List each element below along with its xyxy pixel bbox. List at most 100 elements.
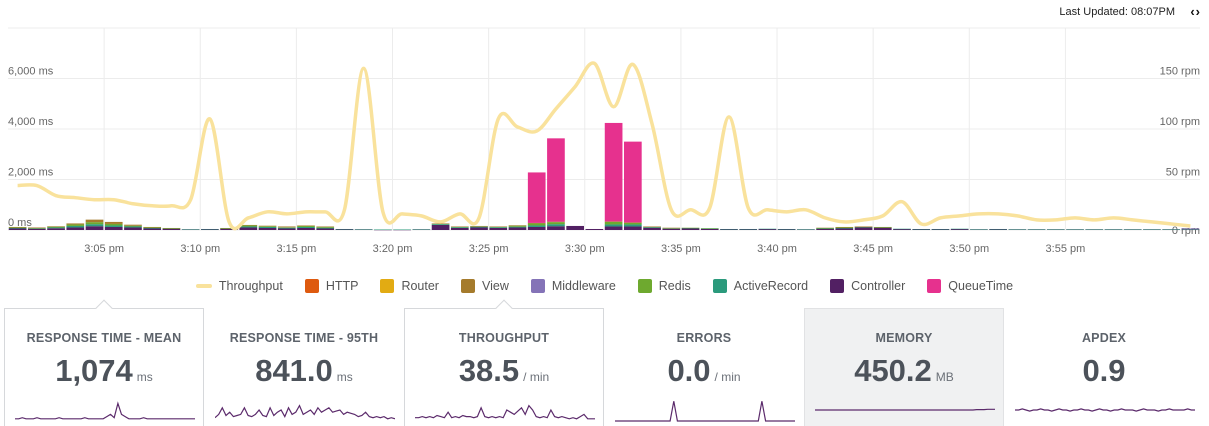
bar-segment-active-record[interactable]	[8, 227, 27, 229]
bar-segment-redis[interactable]	[162, 228, 181, 229]
bar-segment-view[interactable]	[27, 227, 46, 228]
legend-item-middleware[interactable]: Middleware	[530, 276, 616, 296]
bar-segment-active-record[interactable]	[1008, 229, 1027, 230]
bar-segment-active-record[interactable]	[27, 228, 46, 229]
bar-segment-controller[interactable]	[66, 227, 85, 230]
bar-segment-controller[interactable]	[1085, 229, 1104, 230]
bar-segment-active-record[interactable]	[739, 228, 758, 230]
bar-segment-controller[interactable]	[1162, 229, 1181, 230]
bar-segment-active-record[interactable]	[777, 228, 796, 230]
bar-segment-active-record[interactable]	[1181, 229, 1200, 230]
bar-segment-view[interactable]	[258, 225, 277, 227]
bar-segment-view[interactable]	[297, 225, 315, 226]
bar-segment-active-record[interactable]	[66, 225, 85, 228]
bar-segment-view[interactable]	[85, 219, 104, 223]
bar-segment-controller[interactable]	[950, 228, 969, 230]
bar-segment-view[interactable]	[450, 226, 469, 227]
bar-segment-controller[interactable]	[277, 228, 296, 230]
bar-segment-controller[interactable]	[354, 229, 373, 230]
metric-card-apdex[interactable]: APDEX 0.9	[1004, 308, 1204, 426]
bar-segment-controller[interactable]	[681, 228, 700, 230]
bar-segment-redis[interactable]	[143, 227, 162, 228]
bar-segment-active-record[interactable]	[508, 226, 527, 228]
bar-segment-controller[interactable]	[1123, 229, 1142, 230]
bar-segment-redis[interactable]	[450, 226, 469, 228]
bar-segment-view[interactable]	[220, 227, 238, 229]
metric-card-throughput[interactable]: THROUGHPUT 38.5/ min	[404, 299, 604, 426]
bar-segment-view[interactable]	[604, 221, 623, 222]
bar-segment-redis[interactable]	[835, 227, 854, 228]
bar-segment-controller[interactable]	[335, 229, 354, 230]
bar-segment-view[interactable]	[470, 225, 488, 227]
bar-segment-controller[interactable]	[623, 226, 642, 230]
bar-segment-active-record[interactable]	[489, 227, 508, 228]
bar-segment-redis[interactable]	[643, 226, 661, 228]
bar-segment-active-record[interactable]	[124, 226, 142, 228]
bar-segment-active-record[interactable]	[316, 227, 335, 229]
bar-segment-active-record[interactable]	[1123, 229, 1142, 230]
bar-segment-view[interactable]	[508, 225, 527, 226]
bar-segment-redis[interactable]	[527, 223, 546, 226]
bar-segment-controller[interactable]	[643, 227, 661, 230]
bar-segment-view[interactable]	[316, 226, 335, 227]
bar-segment-redis[interactable]	[681, 227, 700, 229]
bar-segment-redis[interactable]	[297, 225, 315, 227]
bar-segment-active-record[interactable]	[220, 228, 238, 229]
bar-segment-redis[interactable]	[8, 227, 27, 228]
bar-segment-active-record[interactable]	[1143, 229, 1161, 230]
bar-segment-active-record[interactable]	[797, 229, 815, 230]
bar-segment-view[interactable]	[277, 226, 296, 228]
metric-card-response-time-95th[interactable]: RESPONSE TIME - 95TH 841.0 ms	[204, 308, 404, 426]
bar-segment-active-record[interactable]	[1066, 229, 1084, 230]
metric-card-memory[interactable]: MEMORY 450.2 MB	[804, 308, 1004, 426]
bar-segment-controller[interactable]	[412, 229, 431, 230]
bar-segment-controller[interactable]	[104, 226, 123, 230]
bar-segment-controller[interactable]	[393, 229, 411, 231]
bar-segment-active-record[interactable]	[700, 228, 719, 229]
bar-segment-active-record[interactable]	[970, 229, 988, 230]
bar-segment-active-record[interactable]	[181, 229, 200, 230]
bar-segment-controller[interactable]	[220, 228, 238, 230]
metric-card-response-time-mean[interactable]: RESPONSE TIME - MEAN 1,074 ms	[4, 299, 204, 426]
bar-segment-controller[interactable]	[835, 228, 854, 230]
bar-segment-redis[interactable]	[700, 228, 719, 229]
bar-segment-active-record[interactable]	[912, 228, 931, 230]
bar-segment-view[interactable]	[124, 224, 142, 226]
bar-segment-active-record[interactable]	[431, 224, 450, 225]
bar-segment-redis[interactable]	[470, 226, 488, 227]
bar-segment-controller[interactable]	[700, 228, 719, 230]
bar-segment-controller[interactable]	[797, 229, 815, 230]
bar-segment-active-record[interactable]	[450, 227, 469, 228]
bar-segment-active-record[interactable]	[1027, 229, 1046, 230]
bar-segment-active-record[interactable]	[835, 227, 854, 229]
bar-segment-controller[interactable]	[893, 228, 911, 230]
bar-segment-controller[interactable]	[970, 229, 988, 230]
legend-item-controller[interactable]: Controller	[830, 276, 905, 296]
bar-segment-controller[interactable]	[873, 227, 892, 230]
bar-segment-queue-time[interactable]	[527, 172, 546, 223]
bar-segment-active-record[interactable]	[393, 229, 411, 230]
bar-segment-redis[interactable]	[623, 222, 642, 225]
bar-segment-controller[interactable]	[201, 229, 219, 230]
bar-segment-controller[interactable]	[8, 228, 27, 230]
time-nav-arrows-icon[interactable]: ‹›	[1190, 4, 1201, 19]
bar-segment-redis[interactable]	[27, 227, 46, 229]
bar-segment-active-record[interactable]	[527, 225, 546, 227]
bar-segment-active-record[interactable]	[643, 226, 661, 228]
bar-segment-view[interactable]	[873, 226, 892, 228]
bar-segment-controller[interactable]	[181, 229, 200, 230]
bar-segment-redis[interactable]	[47, 226, 65, 228]
legend-item-active-record[interactable]: ActiveRecord	[712, 276, 808, 296]
bar-segment-controller[interactable]	[758, 228, 777, 230]
bar-segment-active-record[interactable]	[854, 226, 873, 228]
bar-segment-controller[interactable]	[258, 227, 277, 230]
bar-segment-controller[interactable]	[374, 229, 392, 231]
bar-segment-active-record[interactable]	[758, 228, 777, 230]
bar-segment-active-record[interactable]	[412, 229, 431, 230]
bar-segment-view[interactable]	[8, 226, 27, 228]
bar-segment-controller[interactable]	[1104, 229, 1123, 230]
bar-segment-controller[interactable]	[604, 226, 623, 230]
bar-segment-view[interactable]	[662, 227, 681, 229]
bar-segment-view[interactable]	[816, 227, 834, 229]
bar-segment-active-record[interactable]	[681, 227, 700, 229]
